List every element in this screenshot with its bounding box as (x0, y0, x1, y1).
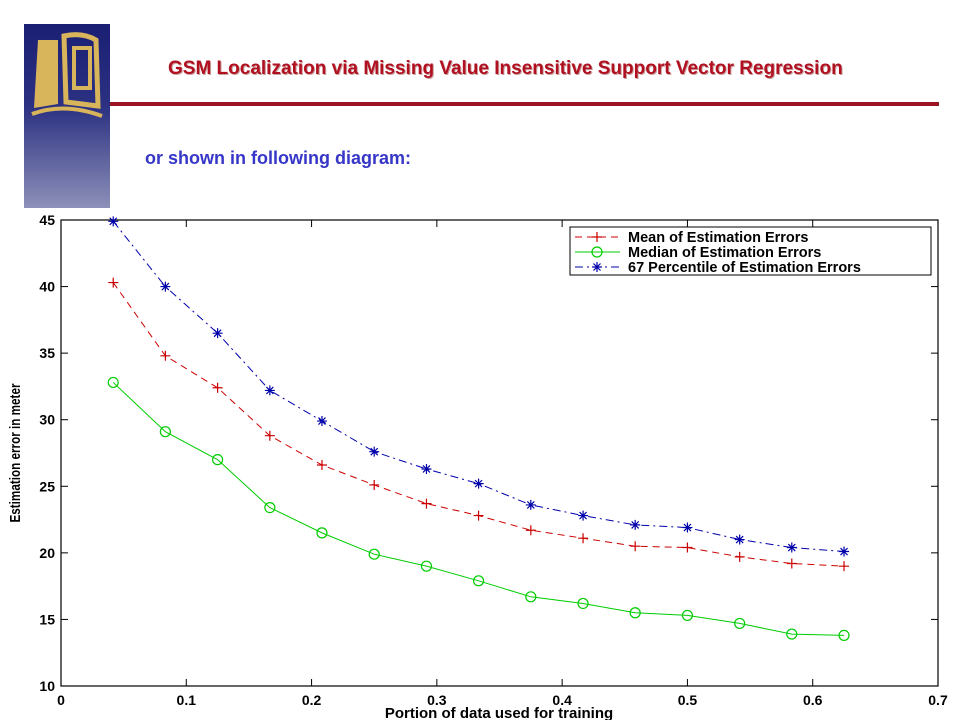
data-point (264, 501, 276, 514)
legend-label: Median of Estimation Errors (628, 245, 821, 261)
y-tick-label: 30 (39, 412, 55, 428)
x-tick-label: 0 (57, 692, 65, 708)
data-point (473, 510, 484, 521)
legend-marker (591, 246, 603, 258)
data-point (420, 560, 433, 572)
y-axis-label: Estimation error in meter (7, 383, 24, 523)
y-tick-label: 35 (39, 345, 55, 361)
data-point (838, 629, 850, 642)
data-point (629, 607, 641, 619)
plot-area (60, 219, 939, 687)
data-point (159, 426, 171, 438)
data-point (108, 216, 119, 227)
series-layer (107, 216, 850, 642)
data-point (577, 597, 589, 610)
data-point (525, 525, 536, 536)
data-point (839, 561, 850, 572)
data-point (578, 510, 589, 521)
series-2 (107, 376, 850, 642)
series-1 (108, 277, 850, 572)
data-point (160, 281, 171, 292)
data-point (578, 533, 589, 544)
data-point (212, 382, 223, 393)
y-tick-label: 20 (39, 545, 55, 561)
y-tick-label: 25 (39, 478, 55, 494)
data-point (734, 617, 746, 630)
y-tick-label: 15 (39, 611, 55, 627)
series-3 (108, 216, 850, 557)
logo-panel (24, 24, 110, 208)
series-line (112, 382, 845, 636)
y-tick-label: 10 (39, 678, 55, 694)
data-point (786, 628, 798, 640)
x-tick-label: 0.3 (427, 692, 447, 708)
data-point (473, 478, 484, 489)
x-axis-label: Portion of data used for training (385, 705, 613, 720)
data-point (212, 328, 223, 339)
title-rule (110, 102, 939, 106)
legend-marker (592, 262, 602, 272)
x-tick-label: 0.4 (552, 692, 572, 708)
slide-subtitle: or shown in following diagram: (145, 148, 411, 168)
data-point (630, 541, 641, 552)
data-point (212, 454, 224, 466)
legend-label: 67 Percentile of Estimation Errors (628, 260, 861, 276)
data-point (786, 542, 797, 553)
data-point (734, 534, 745, 545)
data-point (472, 575, 485, 587)
data-point (368, 548, 380, 560)
x-tick-label: 0.7 (928, 692, 948, 708)
data-point (316, 527, 328, 539)
x-tick-label: 0.6 (803, 692, 823, 708)
x-tick-label: 0.1 (177, 692, 197, 708)
data-point (421, 463, 432, 474)
legend-marker (592, 232, 602, 242)
legend-box (569, 226, 932, 276)
data-point (786, 558, 797, 569)
data-point (525, 591, 537, 603)
slide-title: GSM Localization via Missing Value Insen… (168, 58, 843, 79)
legend-label: Mean of Estimation Errors (628, 230, 808, 246)
data-point (316, 459, 327, 470)
x-tick-label: 0.5 (678, 692, 698, 708)
data-point (107, 376, 119, 389)
data-point (682, 542, 693, 553)
axis-ticks: 0 0.1 0.2 0.3 0.4 0.5 0.6 0.7 10 15 20 25 30 35 40 45 (39, 212, 948, 708)
book-logo-icon (31, 32, 103, 118)
data-point (839, 546, 850, 557)
data-point (316, 416, 327, 427)
data-point (264, 385, 275, 396)
data-point (264, 430, 275, 441)
data-point (682, 522, 693, 533)
data-point (369, 479, 380, 490)
data-point (681, 609, 694, 622)
x-tick-label: 0.2 (302, 692, 322, 708)
data-point (160, 350, 171, 361)
data-point (525, 499, 536, 510)
y-tick-label: 45 (39, 212, 55, 228)
data-point (421, 498, 432, 509)
data-point (369, 446, 380, 457)
data-point (734, 551, 745, 562)
y-tick-label: 40 (39, 279, 55, 295)
data-point (630, 519, 641, 530)
data-point (108, 277, 119, 288)
